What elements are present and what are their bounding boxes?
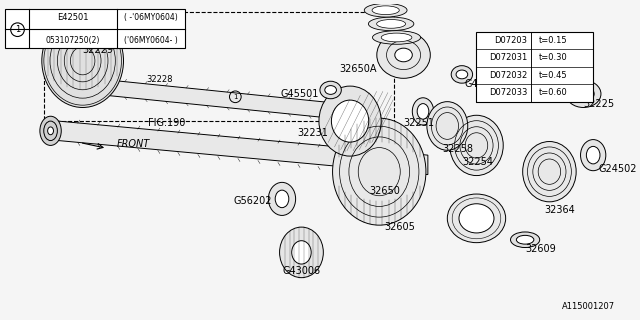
Text: 32650: 32650	[369, 186, 401, 196]
Ellipse shape	[268, 182, 296, 215]
Ellipse shape	[450, 115, 503, 176]
Ellipse shape	[372, 6, 399, 15]
Text: 053107250(2): 053107250(2)	[45, 36, 100, 45]
Ellipse shape	[447, 194, 506, 243]
Ellipse shape	[377, 32, 430, 78]
Text: A115001207: A115001207	[561, 302, 614, 311]
Text: t=0.15: t=0.15	[539, 36, 567, 45]
Text: FRONT: FRONT	[116, 139, 150, 149]
Text: 32229: 32229	[83, 45, 114, 55]
Text: 1: 1	[15, 25, 20, 34]
Ellipse shape	[381, 33, 412, 42]
Text: t=0.45: t=0.45	[539, 71, 567, 80]
Ellipse shape	[566, 80, 601, 108]
Text: 32225: 32225	[584, 99, 614, 108]
Text: D072032: D072032	[489, 71, 527, 80]
Ellipse shape	[275, 190, 289, 208]
Ellipse shape	[573, 86, 594, 102]
Text: 32258: 32258	[442, 144, 474, 154]
Text: C64501: C64501	[516, 71, 554, 81]
Ellipse shape	[580, 140, 606, 171]
Text: 32231: 32231	[298, 128, 329, 138]
Text: D072031: D072031	[489, 53, 527, 62]
Bar	[5, 9, 185, 48]
Ellipse shape	[586, 146, 600, 164]
Text: 32364: 32364	[545, 205, 575, 215]
Ellipse shape	[554, 59, 580, 70]
Ellipse shape	[377, 20, 406, 28]
Text: 32228: 32228	[146, 75, 172, 84]
Ellipse shape	[364, 4, 407, 17]
Text: D07203: D07203	[494, 36, 527, 45]
Bar	[44, 12, 394, 121]
Ellipse shape	[523, 141, 576, 202]
Ellipse shape	[42, 14, 124, 108]
Ellipse shape	[280, 227, 323, 278]
Ellipse shape	[547, 55, 586, 75]
Text: ( -'06MY0604): ( -'06MY0604)	[124, 12, 178, 21]
Text: G43006: G43006	[282, 266, 321, 276]
Ellipse shape	[40, 116, 61, 145]
Ellipse shape	[319, 86, 381, 156]
Ellipse shape	[47, 127, 54, 135]
Ellipse shape	[456, 70, 468, 79]
Ellipse shape	[417, 104, 429, 119]
Polygon shape	[54, 75, 360, 121]
Text: t=0.30: t=0.30	[539, 53, 568, 62]
Ellipse shape	[292, 241, 311, 264]
Text: D072033: D072033	[489, 88, 527, 97]
Bar	[477, 32, 593, 102]
Polygon shape	[58, 121, 428, 175]
Ellipse shape	[395, 48, 412, 62]
Ellipse shape	[412, 98, 434, 125]
Ellipse shape	[369, 17, 414, 31]
Text: 32650A: 32650A	[340, 65, 378, 75]
Text: G24502: G24502	[598, 164, 637, 174]
Text: 1: 1	[233, 94, 237, 100]
Text: G56202: G56202	[234, 196, 272, 206]
Text: E42501: E42501	[57, 12, 89, 21]
Text: 32609: 32609	[525, 244, 556, 254]
Text: 32605: 32605	[384, 222, 415, 232]
Text: G45501: G45501	[280, 89, 319, 99]
Ellipse shape	[516, 236, 534, 244]
Text: FIG.190: FIG.190	[148, 118, 185, 128]
Text: ('06MY0604- ): ('06MY0604- )	[124, 36, 178, 45]
Ellipse shape	[451, 66, 472, 83]
Ellipse shape	[333, 118, 426, 225]
Text: 32251: 32251	[404, 118, 435, 128]
Text: t=0.60: t=0.60	[539, 88, 568, 97]
Ellipse shape	[320, 81, 341, 99]
Ellipse shape	[427, 102, 468, 150]
Ellipse shape	[511, 232, 540, 247]
Text: 32254: 32254	[462, 157, 493, 167]
Ellipse shape	[459, 204, 494, 233]
Ellipse shape	[332, 100, 369, 142]
Ellipse shape	[324, 86, 337, 94]
Ellipse shape	[372, 31, 420, 44]
Text: G45501: G45501	[465, 79, 503, 89]
